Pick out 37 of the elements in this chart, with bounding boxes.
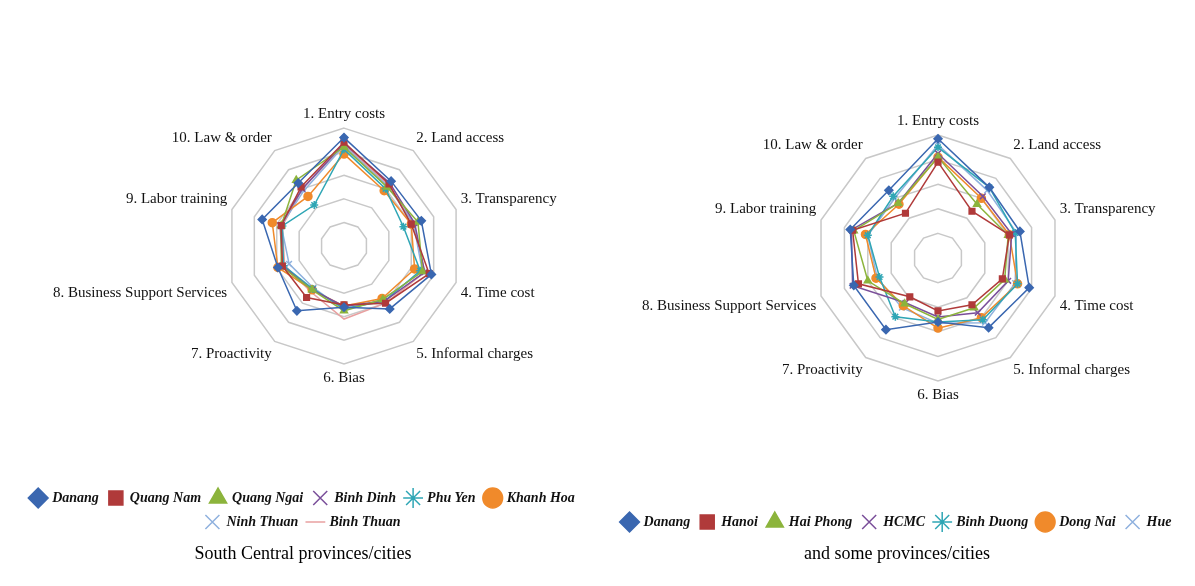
legend-label: Dong Nai xyxy=(1058,513,1116,529)
spoke-label: 5. Informal charges xyxy=(1013,361,1131,378)
spoke-label: 2. Land access xyxy=(1013,136,1102,153)
spoke-label: 8. Business Support Services xyxy=(52,283,228,300)
legend-label: Danang xyxy=(642,513,691,529)
legend-label: Danang xyxy=(51,489,99,505)
legend-label: Ninh Thuan xyxy=(225,513,299,529)
legend-label: Quang Ngai xyxy=(232,489,304,505)
legend-label: Khanh Hoa xyxy=(505,489,575,505)
spoke-label: 9. Labor training xyxy=(125,189,228,206)
spoke-label: 5. Informal charges xyxy=(416,345,534,362)
text: and some provinces/cities xyxy=(803,543,991,564)
text: South Central provinces/cities xyxy=(193,543,413,564)
spoke-label: 4. Time cost xyxy=(460,283,536,300)
spoke-label: 1. Entry costs xyxy=(302,105,386,122)
legend-label: Quang Nam xyxy=(129,489,202,505)
legend-label: Binh Duong xyxy=(955,513,1029,529)
legend-label: Hue xyxy=(1145,513,1172,529)
spoke-label: 3. Transparency xyxy=(460,189,558,206)
spoke-label: 9. Labor training xyxy=(715,200,817,217)
spoke-label: 2. Land access xyxy=(416,128,505,145)
spoke-label: 4. Time cost xyxy=(1059,297,1135,314)
spoke-label: 10. Law & order xyxy=(171,128,272,145)
spoke-label: 7. Proactivity xyxy=(190,345,273,362)
legend-label: Hanoi xyxy=(720,513,758,529)
spoke-label: 7. Proactivity xyxy=(781,361,864,378)
spoke-label: 8. Business Support Services xyxy=(642,297,817,314)
spoke-label: 1. Entry costs xyxy=(896,111,980,128)
legend-label: Binh Dinh xyxy=(333,489,397,505)
spoke-label: 6. Bias xyxy=(917,385,959,402)
legend-label: Binh Thuan xyxy=(328,513,401,529)
spoke-label: 3. Transparency xyxy=(1059,200,1157,217)
legend-label: Phu Yen xyxy=(427,489,476,505)
legend-label: Hai Phong xyxy=(787,513,853,529)
spoke-label: 6. Bias xyxy=(323,368,365,385)
spoke-label: 10. Law & order xyxy=(762,136,863,153)
legend-label: HCMC xyxy=(882,513,926,529)
